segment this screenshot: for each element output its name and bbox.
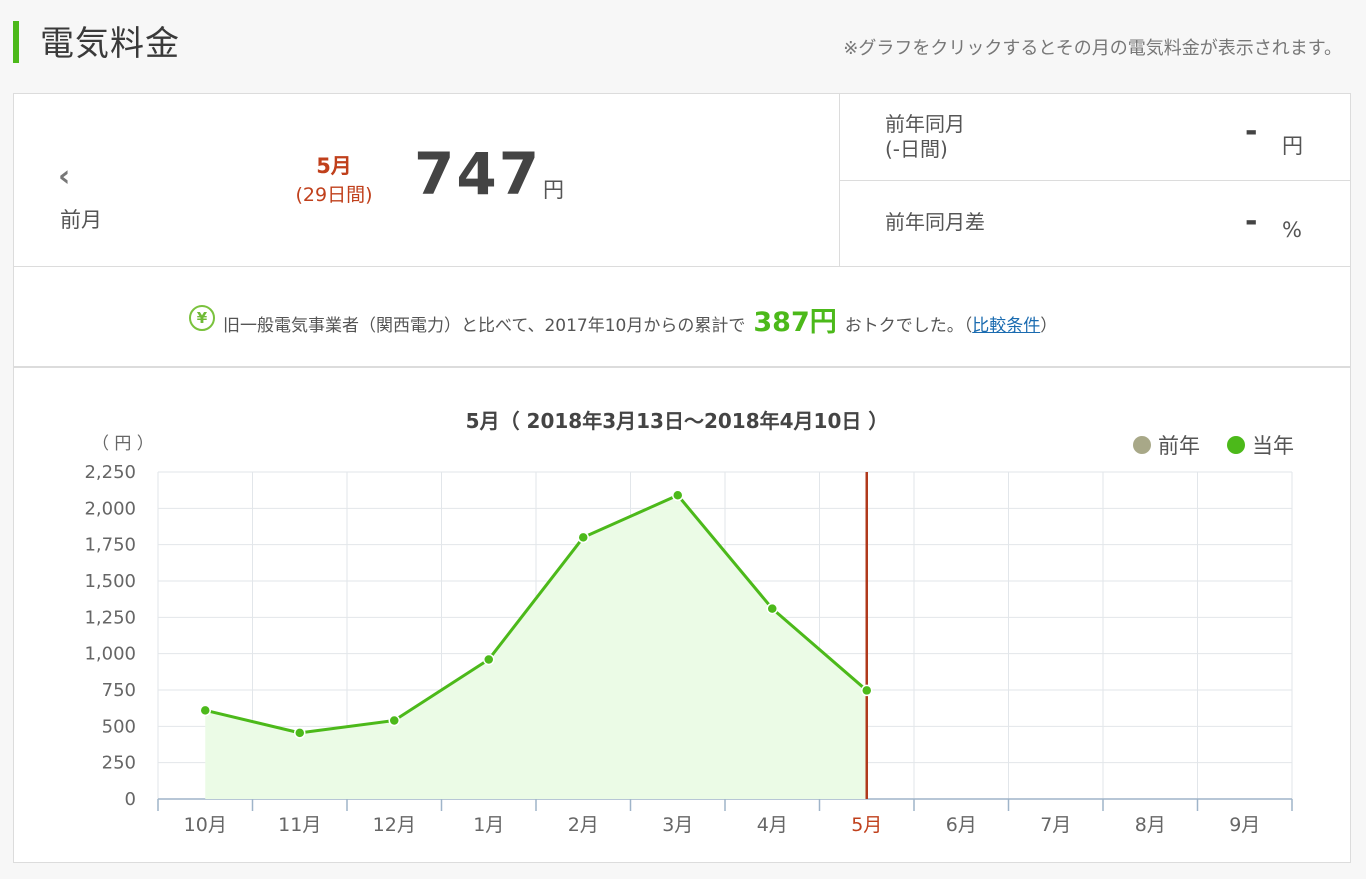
last-year-value: - <box>1245 114 1258 149</box>
last-year-label: 前年同月 (-日間) <box>885 112 965 162</box>
x-tick-label: 1月 <box>473 814 504 836</box>
y-tick-label: 0 <box>125 789 136 810</box>
chevron-left-icon: ‹ <box>58 159 71 194</box>
data-point <box>672 489 684 502</box>
current-month: 5月 <box>316 154 352 178</box>
savings-banner: ¥ 旧一般電気事業者（関西電力）と比べて、2017年10月からの累計で 387円… <box>13 267 1351 367</box>
x-tick-label: 12月 <box>373 814 416 836</box>
x-tick-label: 2月 <box>568 814 599 836</box>
series-line <box>204 493 868 735</box>
legend-label: 前年 <box>1158 434 1200 458</box>
savings-amount: 387円 <box>753 307 837 338</box>
y-tick-label: 1,500 <box>84 571 136 592</box>
comparison-conditions-link[interactable]: 比較条件 <box>972 316 1041 336</box>
compare-divider <box>840 180 1351 181</box>
savings-text: 旧一般電気事業者（関西電力）と比べて、2017年10月からの累計で 387円 お… <box>223 300 1058 338</box>
data-point <box>861 684 873 697</box>
previous-month-button[interactable]: ‹ 前月 <box>58 162 118 242</box>
chart-panel: 0 250 500 750 1,000 1,250 1,500 1,750 2,000 2,250… <box>13 367 1351 863</box>
page-header: 電気料金 ※グラフをクリックするとその月の電気料金が表示されます。 <box>0 0 1366 93</box>
x-tick-label: 10月 <box>184 814 227 836</box>
y-tick-label: 1,750 <box>84 535 136 556</box>
y-tick-label: 2,250 <box>84 462 136 483</box>
last-year-diff-label: 前年同月差 <box>885 210 985 234</box>
series-area <box>205 495 867 799</box>
data-point <box>294 727 306 739</box>
last-year-label-line1: 前年同月 <box>885 112 965 136</box>
legend-marker <box>1227 436 1245 454</box>
chart-title: 5月（ 2018年3月13日〜2018年4月10日 ） <box>466 409 889 433</box>
x-tick-label: 8月 <box>1135 814 1166 836</box>
y-tick-label: 1,250 <box>84 607 136 628</box>
page-title: 電気料金 <box>40 24 180 64</box>
y-tick-label: 250 <box>102 753 136 774</box>
title-accent-bar <box>13 21 19 63</box>
legend-label: 当年 <box>1252 434 1294 458</box>
x-tick-label: 4月 <box>757 814 788 836</box>
previous-month-label: 前月 <box>60 208 102 232</box>
legend-marker <box>1133 436 1151 454</box>
y-tick-label: 750 <box>102 680 136 701</box>
last-year-diff-unit: % <box>1282 218 1302 242</box>
last-year-days: (-日間) <box>885 137 948 161</box>
x-tick-label: 3月 <box>662 814 693 836</box>
y-tick-label: 1,000 <box>84 644 136 665</box>
x-tick-label: 5月 <box>851 814 882 836</box>
savings-text-after: おトクでした。（ <box>844 316 973 336</box>
data-point <box>766 602 778 615</box>
y-tick-label: 500 <box>102 716 136 737</box>
savings-text-close: ） <box>1040 316 1058 336</box>
bill-summary: ‹ 前月 5月 (29日間) 747 円 前年同月 (-日間) - 円 前年同月… <box>13 93 1351 267</box>
summary-divider <box>839 94 840 266</box>
yen-icon: ¥ <box>189 305 215 331</box>
bill-amount-unit: 円 <box>543 178 564 202</box>
y-tick-label: 2,000 <box>84 498 136 519</box>
chart-hint: ※グラフをクリックするとその月の電気料金が表示されます。 <box>843 38 1342 59</box>
data-point <box>388 714 400 727</box>
last-year-diff-value: - <box>1245 204 1258 239</box>
electricity-chart[interactable]: 0 250 500 750 1,000 1,250 1,500 1,750 2,000 2,250… <box>14 368 1350 862</box>
savings-text-before: 旧一般電気事業者（関西電力）と比べて、2017年10月からの累計で <box>223 316 746 336</box>
data-point <box>199 704 211 717</box>
x-tick-label: 11月 <box>278 814 321 836</box>
billing-days: (29日間) <box>295 184 373 206</box>
x-tick-label: 9月 <box>1229 814 1260 836</box>
x-tick-label: 7月 <box>1040 814 1071 836</box>
bill-amount: 747 <box>414 140 542 208</box>
last-year-unit: 円 <box>1282 134 1303 158</box>
data-point <box>483 653 495 666</box>
data-point <box>577 531 589 544</box>
x-tick-label: 6月 <box>946 814 977 836</box>
y-axis-label: （ 円 ） <box>92 434 154 454</box>
